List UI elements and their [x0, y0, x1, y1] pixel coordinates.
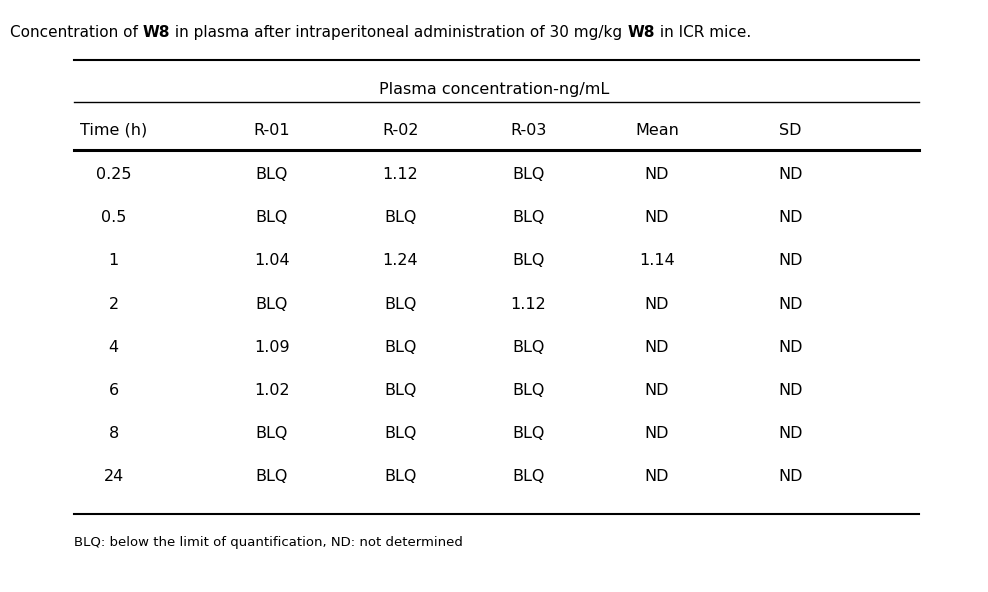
Text: Mean: Mean [635, 123, 679, 137]
Text: BLQ: BLQ [384, 340, 416, 355]
Text: 1: 1 [109, 253, 119, 268]
Text: in plasma after intraperitoneal administration of 30 mg/kg: in plasma after intraperitoneal administ… [170, 25, 627, 40]
Text: ND: ND [645, 426, 669, 441]
Text: ND: ND [645, 340, 669, 355]
Text: Concentration of: Concentration of [10, 25, 142, 40]
Text: BLQ: below the limit of quantification, ND: not determined: BLQ: below the limit of quantification, … [74, 536, 463, 549]
Text: ND: ND [779, 210, 802, 225]
Text: Time (h): Time (h) [80, 123, 147, 137]
Text: Plasma concentration-ng/mL: Plasma concentration-ng/mL [378, 82, 610, 96]
Text: BLQ: BLQ [513, 210, 544, 225]
Text: BLQ: BLQ [256, 167, 288, 182]
Text: BLQ: BLQ [384, 210, 416, 225]
Text: BLQ: BLQ [513, 383, 544, 398]
Text: in ICR mice.: in ICR mice. [655, 25, 751, 40]
Text: BLQ: BLQ [513, 469, 544, 484]
Text: W8: W8 [627, 25, 655, 40]
Text: ND: ND [645, 210, 669, 225]
Text: R-01: R-01 [253, 123, 290, 137]
Text: 24: 24 [104, 469, 124, 484]
Text: 0.5: 0.5 [101, 210, 126, 225]
Text: ND: ND [779, 340, 802, 355]
Text: 1.04: 1.04 [254, 253, 289, 268]
Text: ND: ND [645, 383, 669, 398]
Text: BLQ: BLQ [256, 426, 288, 441]
Text: R-02: R-02 [382, 123, 418, 137]
Text: 1.02: 1.02 [254, 383, 289, 398]
Text: 8: 8 [109, 426, 119, 441]
Text: BLQ: BLQ [513, 340, 544, 355]
Text: BLQ: BLQ [513, 253, 544, 268]
Text: BLQ: BLQ [513, 426, 544, 441]
Text: ND: ND [779, 167, 802, 182]
Text: ND: ND [645, 297, 669, 311]
Text: BLQ: BLQ [256, 210, 288, 225]
Text: ND: ND [779, 297, 802, 311]
Text: R-03: R-03 [511, 123, 546, 137]
Text: BLQ: BLQ [256, 297, 288, 311]
Text: 1.24: 1.24 [382, 253, 418, 268]
Text: ND: ND [779, 253, 802, 268]
Text: 1.14: 1.14 [639, 253, 675, 268]
Text: BLQ: BLQ [384, 297, 416, 311]
Text: 1.12: 1.12 [511, 297, 546, 311]
Text: BLQ: BLQ [384, 426, 416, 441]
Text: 6: 6 [109, 383, 119, 398]
Text: 1.12: 1.12 [382, 167, 418, 182]
Text: ND: ND [779, 469, 802, 484]
Text: ND: ND [779, 426, 802, 441]
Text: 4: 4 [109, 340, 119, 355]
Text: SD: SD [780, 123, 801, 137]
Text: ND: ND [645, 167, 669, 182]
Text: BLQ: BLQ [513, 167, 544, 182]
Text: BLQ: BLQ [256, 469, 288, 484]
Text: 0.25: 0.25 [96, 167, 131, 182]
Text: BLQ: BLQ [384, 469, 416, 484]
Text: 2: 2 [109, 297, 119, 311]
Text: 1.09: 1.09 [254, 340, 289, 355]
Text: ND: ND [779, 383, 802, 398]
Text: BLQ: BLQ [384, 383, 416, 398]
Text: W8: W8 [142, 25, 170, 40]
Text: ND: ND [645, 469, 669, 484]
